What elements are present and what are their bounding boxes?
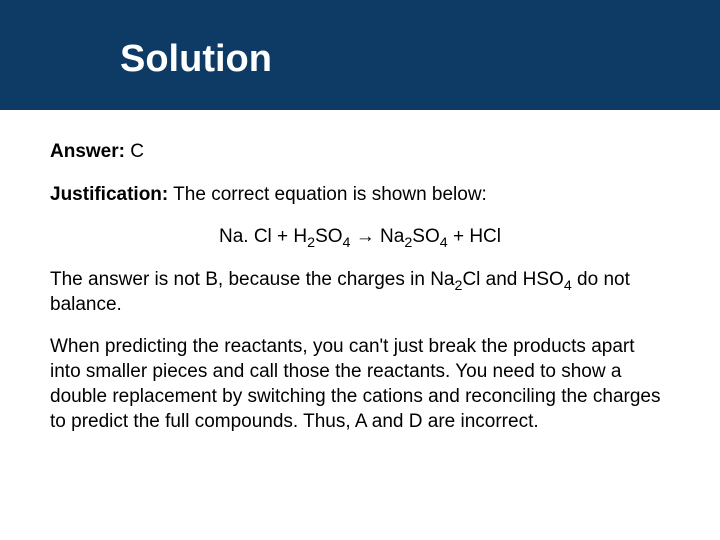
eq-arrow: →: [350, 226, 380, 247]
eq-part1: Na. Cl + H: [219, 226, 307, 247]
eq-sub4: 4: [440, 235, 448, 251]
answer-line: Answer: C: [50, 140, 670, 165]
eq-part4: SO: [412, 226, 439, 247]
eq-part3: Na: [380, 226, 404, 247]
header-left-spacer: [0, 0, 100, 110]
eq-sub1: 2: [307, 235, 315, 251]
p2-a: The answer is not B, because the charges…: [50, 269, 455, 290]
justification-line: Justification: The correct equation is s…: [50, 183, 670, 208]
answer-value: C: [125, 141, 144, 162]
justification-text: The correct equation is shown below:: [168, 184, 487, 205]
slide-header: Solution: [0, 0, 720, 110]
justification-label: Justification:: [50, 184, 168, 205]
p2-s2: 4: [564, 278, 572, 294]
paragraph-not-b: The answer is not B, because the charges…: [50, 268, 670, 317]
slide-content: Answer: C Justification: The correct equ…: [0, 110, 720, 434]
p2-b: Cl and HSO: [462, 269, 563, 290]
answer-label: Answer:: [50, 141, 125, 162]
paragraph-explanation: When predicting the reactants, you can't…: [50, 335, 670, 434]
slide-title: Solution: [100, 30, 272, 81]
eq-part2: SO: [315, 226, 342, 247]
eq-part5: + HCl: [448, 226, 501, 247]
equation: Na. Cl + H2SO4 → Na2SO4 + HCl: [50, 225, 670, 250]
